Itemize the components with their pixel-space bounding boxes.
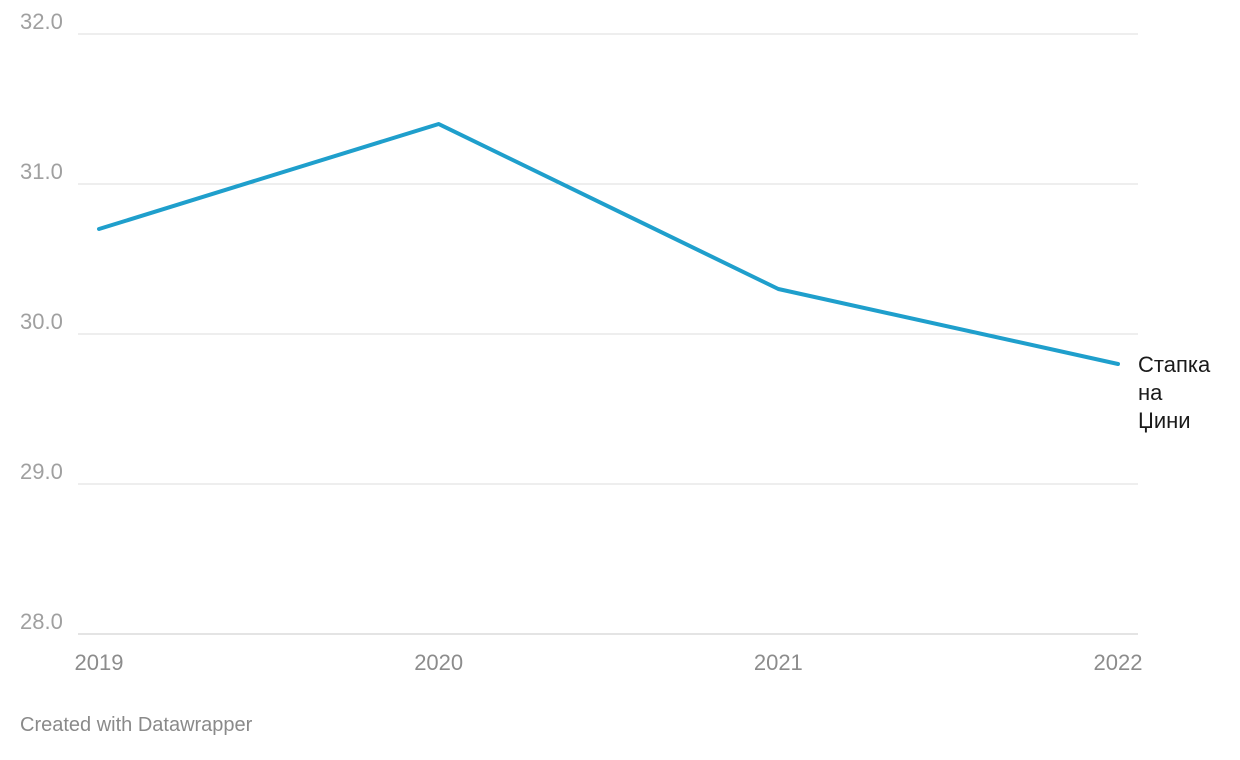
series-line: [97, 122, 1120, 366]
y-tick-label: 32.0: [20, 9, 63, 34]
y-tick-label: 29.0: [20, 459, 63, 484]
series-layer: [97, 122, 1120, 366]
y-axis-ticks: 28.0 29.0 30.0 31.0 32.0: [20, 9, 63, 634]
x-tick-label: 2020: [414, 650, 463, 675]
y-tick-label: 31.0: [20, 159, 63, 184]
footer-credit: Created with Datawrapper: [20, 714, 253, 736]
y-tick-label: 30.0: [20, 309, 63, 334]
x-tick-label: 2019: [75, 650, 124, 675]
series-label-line: на: [1138, 380, 1163, 405]
x-tick-label: 2021: [754, 650, 803, 675]
x-tick-label: 2022: [1094, 650, 1143, 675]
x-axis-ticks: 2019 2020 2021 2022: [75, 650, 1143, 675]
series-label-layer: Стапка на Џини: [1138, 352, 1211, 433]
series-label-line: Стапка: [1138, 352, 1211, 377]
series-label-line: Џини: [1138, 408, 1191, 433]
grid-layer: [78, 33, 1138, 635]
y-tick-label: 28.0: [20, 609, 63, 634]
